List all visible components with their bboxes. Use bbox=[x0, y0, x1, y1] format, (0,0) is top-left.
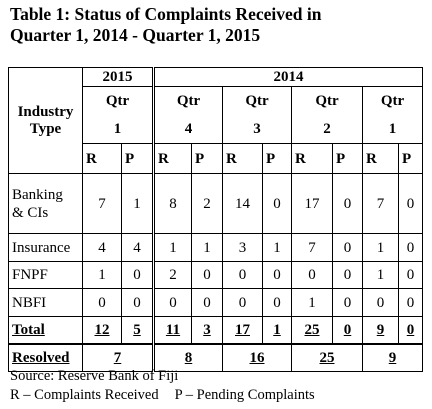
cell-value: 1 bbox=[191, 233, 223, 262]
total-value: 5 bbox=[121, 316, 155, 344]
cell-value: 4 bbox=[82, 233, 122, 262]
total-value: 12 bbox=[82, 316, 122, 344]
quarter-number: 4 bbox=[152, 114, 223, 144]
cell-value: 1 bbox=[291, 288, 333, 317]
sub-header-p: P bbox=[121, 143, 155, 174]
total-value: 25 bbox=[291, 316, 333, 344]
sub-header-p: P bbox=[332, 143, 363, 174]
quarter-number: 2 bbox=[291, 114, 363, 144]
year-2014-header: 2014 bbox=[152, 67, 423, 87]
legend-p: P – Pending Complaints bbox=[174, 387, 315, 403]
qtr-label: Qtr bbox=[362, 86, 423, 115]
total-row: Total 12 5 11 3 17 1 25 0 9 0 bbox=[8, 316, 423, 344]
total-value: 1 bbox=[262, 316, 292, 344]
total-label: Total bbox=[8, 316, 83, 344]
cell-value: 0 bbox=[398, 288, 423, 317]
sub-header-r: R bbox=[362, 143, 399, 174]
table-row: FNPF 1 0 2 0 0 0 0 0 1 0 bbox=[8, 261, 423, 289]
complaints-table: Industry Type 2015 2014 Qtr Qtr Qtr Qtr … bbox=[8, 67, 423, 372]
cell-value: 0 bbox=[222, 261, 263, 289]
cell-value: 2 bbox=[153, 261, 192, 289]
table-row: Banking & CIs 7 1 8 2 14 0 17 0 7 0 bbox=[8, 173, 423, 234]
resolved-row: Resolved 7 8 16 25 9 bbox=[8, 342, 423, 372]
sub-header-p: P bbox=[191, 143, 223, 174]
total-value: 0 bbox=[398, 316, 423, 344]
table-title: Table 1: Status of Complaints Received i… bbox=[10, 4, 426, 46]
cell-value: 1 bbox=[262, 233, 292, 262]
cell-value: 3 bbox=[222, 233, 263, 262]
resolved-value: 7 bbox=[82, 342, 155, 372]
quarter-number: 3 bbox=[222, 114, 292, 144]
industry-label: FNPF bbox=[8, 261, 83, 289]
source-note: Source: Reserve Bank of Fiji bbox=[10, 368, 179, 384]
cell-value: 0 bbox=[121, 261, 155, 289]
qtr-label: Qtr bbox=[291, 86, 363, 115]
industry-type-label: Industry Type bbox=[17, 103, 74, 137]
sub-header-p: P bbox=[262, 143, 292, 174]
total-value: 17 bbox=[222, 316, 263, 344]
total-value: 9 bbox=[362, 316, 399, 344]
title-line-1: Table 1: Status of Complaints Received i… bbox=[10, 4, 322, 24]
quarter-number: 1 bbox=[362, 114, 423, 144]
sub-header-r: R bbox=[153, 143, 192, 174]
table-row: Insurance 4 4 1 1 3 1 7 0 1 0 bbox=[8, 233, 423, 262]
cell-value: 0 bbox=[362, 288, 399, 317]
qtr-label: Qtr bbox=[222, 86, 292, 115]
legend-note: R – Complaints Received P – Pending Compl… bbox=[10, 386, 315, 405]
resolved-label: Resolved bbox=[8, 342, 83, 372]
total-value: 11 bbox=[153, 316, 192, 344]
table-row: NBFI 0 0 0 0 0 0 1 0 0 0 bbox=[8, 288, 423, 317]
year-2015-header: 2015 bbox=[82, 67, 154, 87]
cell-value: 0 bbox=[262, 288, 292, 317]
cell-value: 0 bbox=[121, 288, 155, 317]
sub-header-r: R bbox=[222, 143, 263, 174]
cell-value: 1 bbox=[82, 261, 122, 289]
cell-value: 8 bbox=[153, 173, 192, 234]
resolved-value: 16 bbox=[222, 342, 292, 372]
cell-value: 0 bbox=[398, 173, 423, 234]
cell-value: 1 bbox=[153, 233, 192, 262]
cell-value: 0 bbox=[332, 233, 363, 262]
total-value: 0 bbox=[332, 316, 363, 344]
cell-value: 4 bbox=[121, 233, 155, 262]
cell-value: 1 bbox=[362, 233, 399, 262]
industry-label: Banking & CIs bbox=[8, 173, 83, 234]
cell-value: 17 bbox=[291, 173, 333, 234]
sub-header-r: R bbox=[291, 143, 333, 174]
cell-value: 0 bbox=[332, 173, 363, 234]
cell-value: 1 bbox=[121, 173, 155, 234]
cell-value: 1 bbox=[362, 261, 399, 289]
total-value: 3 bbox=[191, 316, 223, 344]
cell-value: 0 bbox=[262, 173, 292, 234]
sub-header-p: P bbox=[398, 143, 423, 174]
quarter-number: 1 bbox=[82, 114, 154, 144]
table-notes: Source: Reserve Bank of Fiji R – Complai… bbox=[10, 367, 315, 405]
cell-value: 14 bbox=[222, 173, 263, 234]
legend-r: R – Complaints Received bbox=[10, 387, 159, 403]
cell-value: 0 bbox=[262, 261, 292, 289]
cell-value: 0 bbox=[332, 261, 363, 289]
cell-value: 7 bbox=[82, 173, 122, 234]
qtr-label: Qtr bbox=[152, 86, 223, 115]
cell-value: 0 bbox=[398, 261, 423, 289]
cell-value: 0 bbox=[398, 233, 423, 262]
cell-value: 0 bbox=[191, 288, 223, 317]
cell-value: 7 bbox=[291, 233, 333, 262]
qtr-label: Qtr bbox=[82, 86, 154, 115]
cell-value: 0 bbox=[222, 288, 263, 317]
cell-value: 0 bbox=[291, 261, 333, 289]
sub-header-r: R bbox=[82, 143, 122, 174]
industry-label: Insurance bbox=[8, 233, 83, 262]
cell-value: 7 bbox=[362, 173, 399, 234]
cell-value: 0 bbox=[332, 288, 363, 317]
industry-label: NBFI bbox=[8, 288, 83, 317]
industry-type-header: Industry Type bbox=[8, 67, 83, 174]
resolved-value: 9 bbox=[362, 342, 423, 372]
title-line-2: Quarter 1, 2014 - Quarter 1, 2015 bbox=[10, 25, 261, 45]
cell-value: 0 bbox=[153, 288, 192, 317]
cell-value: 0 bbox=[82, 288, 122, 317]
cell-value: 0 bbox=[191, 261, 223, 289]
cell-value: 2 bbox=[191, 173, 223, 234]
